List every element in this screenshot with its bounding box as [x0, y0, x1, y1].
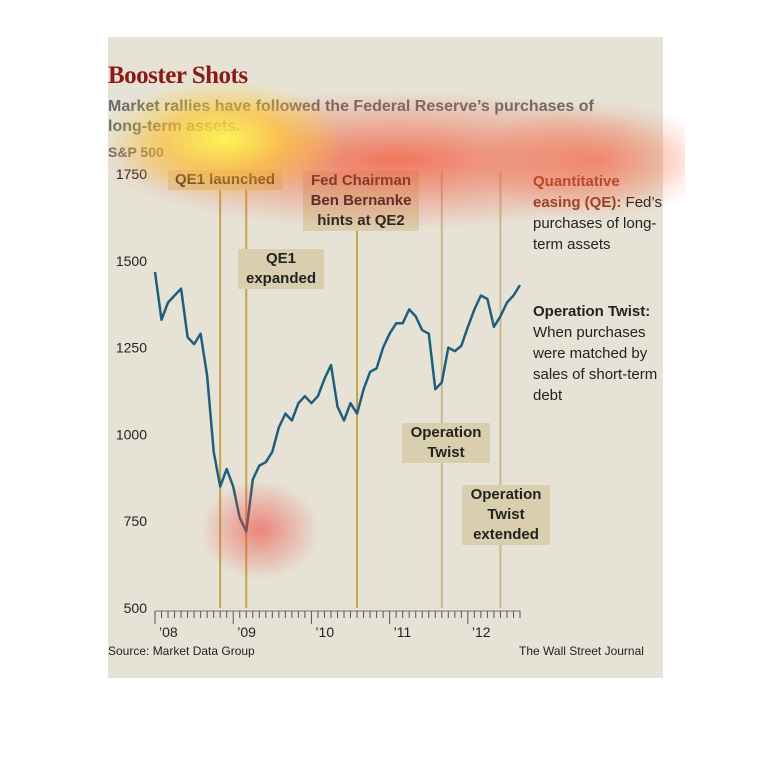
x-tick-label: ’12 [472, 624, 491, 640]
y-tick-label: 1500 [116, 253, 147, 269]
annotation-qe1-launched: QE1 launched [168, 170, 282, 190]
y-tick-label: 1000 [116, 426, 147, 442]
x-tick-label: ’08 [159, 624, 178, 640]
x-tick-label: ’10 [315, 624, 334, 640]
legend-twist: Operation Twist: When purchases were mat… [533, 301, 663, 406]
sp500-line [153, 271, 522, 533]
annotation-bernanke-qe2: Fed Chairman Ben Bernanke hints at QE2 [303, 171, 419, 231]
chart-title: Booster Shots [108, 62, 248, 89]
y-tick-label: 1250 [116, 340, 147, 356]
x-tick-label: ’11 [394, 624, 412, 640]
x-tick-label: ’09 [237, 624, 256, 640]
y-tick-label: 500 [124, 600, 148, 616]
annotation-operation-twist: Operation Twist [402, 423, 490, 463]
y-tick-label: 1750 [116, 166, 147, 182]
annotation-qe1-expanded: QE1 expanded [238, 249, 324, 289]
chart-subtitle: Market rallies have followed the Federal… [108, 98, 594, 135]
y-axis-label: S&P 500 [108, 144, 164, 160]
legend-qe: Quantitative easing (QE): Fed’s purchase… [533, 171, 663, 255]
y-tick-label: 750 [124, 513, 148, 529]
annotation-operation-twist-extended: Operation Twist extended [462, 485, 550, 545]
credit-note: The Wall Street Journal [519, 644, 644, 658]
legend-qe-title: Quantitative easing (QE): [533, 173, 622, 211]
legend-twist-title: Operation Twist: [533, 303, 651, 320]
source-note: Source: Market Data Group [108, 644, 255, 658]
legend-twist-desc: When purchases were matched by sales of … [533, 324, 658, 404]
